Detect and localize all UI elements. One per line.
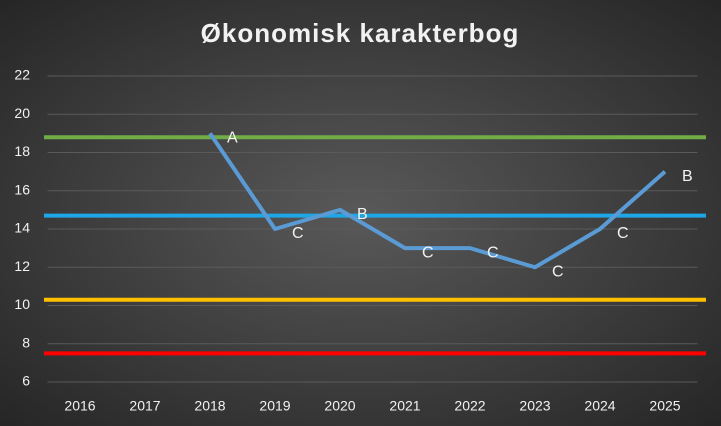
y-tick-label: 18 (14, 143, 30, 159)
x-tick-label: 2019 (259, 398, 290, 414)
y-tick-label: 20 (14, 105, 30, 121)
x-tick-label: 2018 (194, 398, 225, 414)
point-label: C (487, 244, 499, 261)
y-tick-label: 10 (14, 296, 30, 312)
point-label: A (227, 130, 238, 147)
data-line (208, 132, 667, 270)
x-tick-label: 2021 (389, 398, 420, 414)
point-label: C (422, 244, 434, 261)
y-tick-label: 12 (14, 258, 30, 274)
point-label: B (682, 168, 693, 185)
y-tick-label: 8 (22, 334, 30, 350)
x-tick-label: 2025 (649, 398, 680, 414)
x-tick-label: 2022 (454, 398, 485, 414)
chart-title: Økonomisk karakterbog (201, 18, 520, 48)
x-tick-label: 2020 (324, 398, 355, 414)
point-label: C (292, 225, 304, 242)
y-tick-label: 14 (14, 220, 30, 236)
point-label: C (617, 225, 629, 242)
x-tick-label: 2023 (519, 398, 550, 414)
point-label: B (357, 206, 368, 223)
x-tick-label: 2016 (64, 398, 95, 414)
point-label: C (552, 263, 564, 280)
x-tick-label: 2017 (129, 398, 160, 414)
y-tick-label: 16 (14, 181, 30, 197)
y-tick-label: 22 (14, 67, 30, 83)
x-tick-label: 2024 (584, 398, 615, 414)
y-tick-label: 6 (22, 373, 30, 389)
